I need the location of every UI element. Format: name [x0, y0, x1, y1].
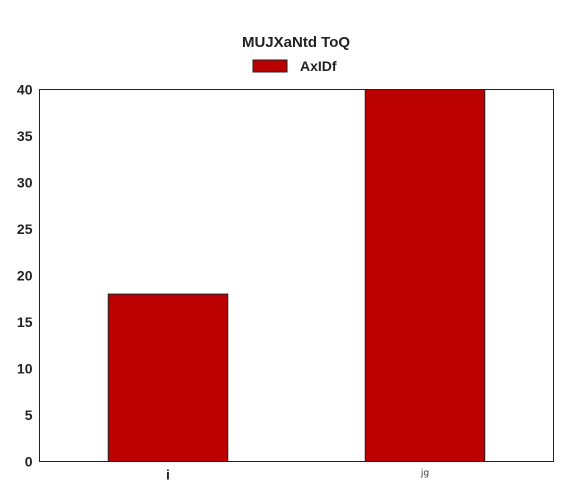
- x-tick-label-i: i: [166, 467, 170, 483]
- legend-label: AxIDf: [300, 58, 337, 74]
- y-tick-label-30: 30: [17, 175, 33, 191]
- y-tick-label-15: 15: [17, 314, 33, 330]
- bar-jg: [364, 89, 486, 462]
- y-tick-label-20: 20: [17, 268, 33, 284]
- legend: AxIDf: [252, 58, 337, 74]
- legend-swatch: [252, 59, 288, 73]
- bar-i: [107, 293, 229, 462]
- y-tick-label-5: 5: [25, 407, 33, 423]
- y-tick-label-10: 10: [17, 361, 33, 377]
- x-tick-label-jg: jg: [420, 469, 429, 479]
- x-axis: i jg: [166, 467, 429, 483]
- y-tick-label-35: 35: [17, 128, 33, 144]
- y-tick-label-25: 25: [17, 221, 33, 237]
- y-axis: 0 5 10 15 20 25 30 35 40: [17, 82, 33, 470]
- bars-group: [107, 89, 486, 462]
- chart-title: MUJXaNtd ToQ: [242, 34, 350, 51]
- y-tick-label-0: 0: [25, 454, 33, 470]
- y-tick-label-40: 40: [17, 82, 33, 98]
- plot-frame: [39, 89, 554, 462]
